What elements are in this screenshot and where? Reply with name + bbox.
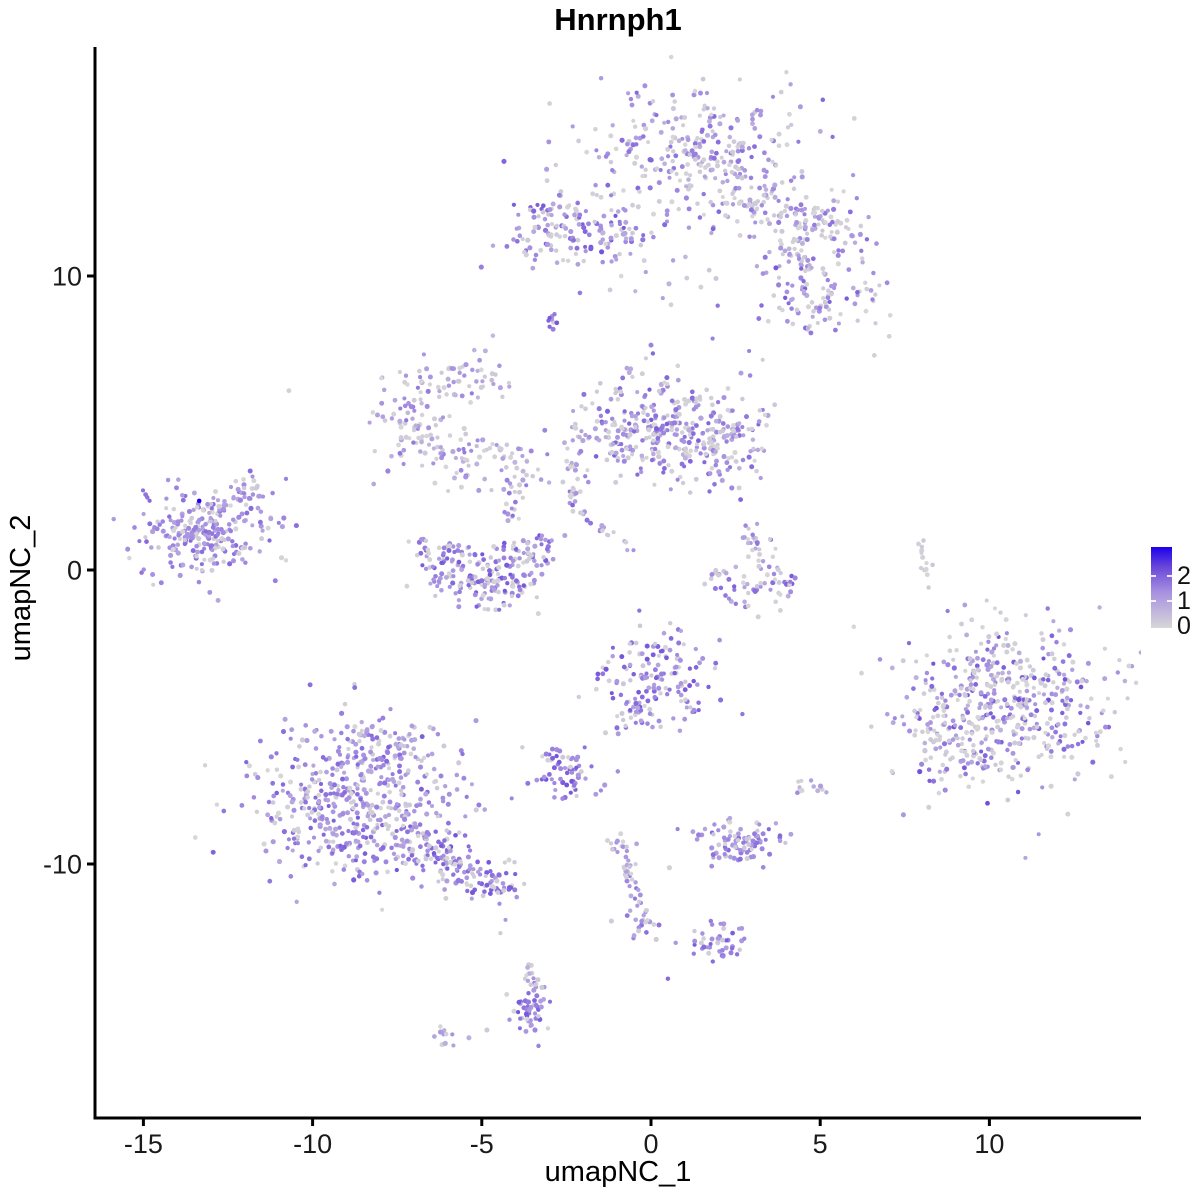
- cluster-chain-line: [621, 854, 650, 918]
- x-tick-label: 10: [974, 1129, 1004, 1159]
- y-tick-label: 10: [52, 262, 82, 292]
- cluster-bottom-left-main: [192, 681, 514, 912]
- plot-title: Hnrnph1: [554, 2, 682, 37]
- cluster-bottom-tiny-blob: [432, 1024, 472, 1048]
- x-tick-label: -10: [293, 1129, 332, 1159]
- cluster-hook-trail: [492, 442, 552, 485]
- cluster-upper-left-blob: [478, 158, 692, 296]
- cluster-bottom-mid-blob: [666, 815, 794, 871]
- x-tick-label: -5: [470, 1129, 494, 1159]
- cluster-center-low-blob: [576, 608, 724, 733]
- cluster-center-left-sparse: [542, 404, 633, 504]
- scatter-points-layer: [111, 54, 1141, 1049]
- cluster-center-low-tail: [602, 700, 647, 737]
- stray-dots: [196, 223, 877, 1033]
- cluster-center-down-trail: [560, 448, 584, 506]
- cluster-grey-streak: [916, 538, 935, 590]
- cluster-right-main: [851, 598, 1141, 860]
- cluster-tail-end-blob: [482, 860, 527, 906]
- cluster-mid-check-arc: [702, 564, 798, 620]
- cluster-top-arm-lower: [710, 225, 893, 341]
- cluster-upper-link: [600, 230, 654, 257]
- cluster-top-arm-upper: [753, 178, 871, 254]
- cluster-center-right-lobe: [662, 370, 778, 503]
- cluster-bottom-hook-blob: [504, 991, 553, 1049]
- cluster-small-left-blob: [520, 745, 621, 801]
- cluster-bottom-left-top-bump: [299, 707, 418, 786]
- cluster-far-left-ext: [216, 474, 275, 517]
- cluster-far-left-main: [111, 468, 299, 603]
- cluster-crescent: [404, 532, 568, 617]
- x-tick-label: 0: [643, 1129, 658, 1159]
- cluster-chain-end-clump: [608, 908, 662, 942]
- y-axis-title: umapNC_2: [5, 515, 37, 662]
- cluster-hook-upper-trail: [472, 347, 512, 399]
- cluster-small-dash: [546, 312, 560, 332]
- y-tick-label: 0: [67, 556, 82, 586]
- cluster-left-hook: [367, 333, 503, 494]
- cluster-center-low-spur: [679, 697, 697, 715]
- cluster-bottom-hook-chain: [522, 962, 547, 1004]
- cluster-crescent-hook: [501, 472, 529, 524]
- cluster-upper-mid-sparse: [607, 254, 712, 308]
- cluster-center-main: [570, 351, 761, 492]
- cluster-tiny-right-pair: [795, 778, 829, 796]
- cluster-top-main: [545, 54, 857, 239]
- cluster-center-diag-trail: [570, 502, 636, 553]
- x-tick-label: 5: [813, 1129, 828, 1159]
- cluster-top-tail: [708, 168, 817, 241]
- cluster-bottom-small-blob: [673, 918, 747, 964]
- cluster-mid-check-branch: [740, 521, 780, 572]
- cluster-bottom-left-tail: [393, 822, 517, 901]
- x-tick-label: -15: [124, 1129, 163, 1159]
- axes-layer: -15 -10 -5 0 5 10 10 0 -10: [43, 47, 1141, 1159]
- y-tick-label: -10: [43, 850, 82, 880]
- cluster-right-left-lobe: [885, 670, 1010, 796]
- x-axis-title: umapNC_1: [545, 1156, 692, 1188]
- cluster-chain-top-clump: [605, 831, 639, 868]
